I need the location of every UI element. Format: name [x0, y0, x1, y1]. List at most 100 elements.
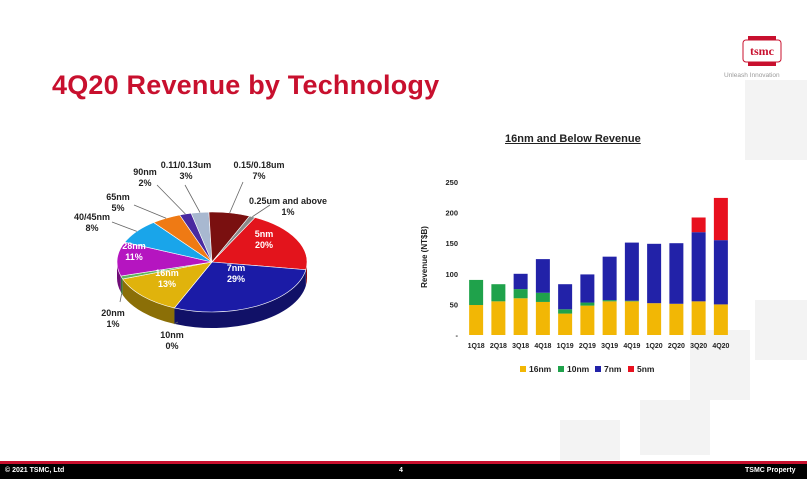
y-tick-label: 150 [445, 239, 458, 248]
background-tile [755, 300, 807, 360]
pie-slice-percent: 13% [158, 279, 176, 289]
pie-slice [173, 261, 307, 313]
pie-slice-label: 10nm [160, 330, 184, 340]
pie-leader-line [111, 221, 138, 232]
pie-slice-side [305, 262, 307, 286]
bar-segment-7nm [669, 243, 684, 304]
pie-slice-percent: 0% [165, 341, 178, 351]
pie-slice [211, 217, 308, 271]
pie-slice [122, 261, 213, 309]
pie-slice-percent: 8% [85, 223, 98, 233]
bar-segment-7nm [624, 242, 639, 301]
pie-slice-label: 0.25um and above [249, 196, 327, 206]
y-tick-label: - [456, 331, 459, 340]
legend-swatch [628, 366, 634, 372]
pie-slice-side [174, 269, 306, 329]
bar-segment-7nm [558, 284, 573, 310]
x-tick-label: 3Q20 [690, 343, 707, 350]
bar-segment-16nm [558, 313, 573, 335]
bar-segment-10nm [535, 292, 550, 302]
page-number: 4 [399, 467, 403, 474]
pie-slice-percent: 3% [179, 171, 192, 181]
pie-leader-line [229, 181, 244, 214]
x-tick-label: 1Q20 [646, 343, 663, 350]
bar-segment-16nm [469, 305, 484, 335]
pie-slice-label: 0.15/0.18um [233, 160, 284, 170]
bar-segment-10nm [469, 279, 484, 306]
legend-label: 7nm [604, 364, 622, 374]
bar-segment-16nm [535, 301, 550, 335]
pie-slice-label: 90nm [133, 167, 157, 177]
background-tile [690, 330, 750, 400]
x-tick-label: 2Q20 [668, 343, 685, 350]
bar-segment-10nm [513, 289, 528, 299]
tagline: Unleash Innovation [724, 72, 780, 79]
pie-slice-percent: 2% [138, 178, 151, 188]
x-tick-label: 4Q19 [623, 343, 640, 350]
bar-segment-10nm [558, 309, 573, 314]
tsmc-logo: tsmc [742, 36, 782, 66]
bar-segment-7nm [535, 259, 550, 293]
pie-leader-line [119, 293, 123, 303]
footer: © 2021 TSMC, Ltd 4 TSMC Property [0, 464, 807, 479]
legend-swatch [558, 366, 564, 372]
bar-segment-7nm [513, 273, 528, 290]
pie-slice-label: 0.11/0.13um [161, 160, 212, 170]
x-tick-label: 3Q18 [512, 343, 529, 350]
x-tick-label: 4Q18 [534, 343, 551, 350]
bar-segment-10nm [491, 284, 506, 302]
bar-chart-title: 16nm and Below Revenue [505, 133, 641, 145]
bar-segment-16nm [580, 305, 595, 335]
bar-segment-16nm [669, 303, 684, 335]
slide-title: 4Q20 Revenue by Technology [52, 70, 440, 100]
pie-slice-percent: 5% [111, 203, 124, 213]
bar-segment-16nm [647, 303, 662, 335]
x-tick-label: 2Q18 [490, 343, 507, 350]
x-tick-label: 3Q19 [601, 343, 618, 350]
legend-swatch [595, 366, 601, 372]
pie-slice-percent: 29% [227, 274, 245, 284]
bar-segment-7nm [602, 256, 617, 301]
background-tile [560, 420, 620, 460]
pie-slice-percent: 11% [125, 252, 143, 262]
pie-leader-line [184, 184, 201, 213]
pie-slice [211, 215, 256, 263]
legend-label: 5nm [637, 364, 655, 374]
x-tick-label: 4Q20 [712, 343, 729, 350]
y-tick-label: 50 [450, 300, 458, 309]
legend-label: 16nm [529, 364, 552, 374]
footer-accent [0, 461, 807, 464]
y-axis-label: Revenue (NT$B) [420, 226, 429, 288]
legend-swatch [520, 366, 526, 372]
bar-segment-10nm [580, 302, 595, 306]
pie-leader-line [173, 321, 179, 325]
bar-segment-16nm [602, 301, 617, 335]
pie-leader-line [156, 184, 186, 215]
pie-slice-percent: 1% [106, 319, 119, 329]
x-tick-label: 2Q19 [579, 343, 596, 350]
y-tick-label: 200 [445, 209, 458, 218]
bar-segment-5nm [691, 217, 706, 233]
footer-copyright: © 2021 TSMC, Ltd [5, 467, 65, 474]
bar-segment-7nm [691, 232, 706, 302]
pie-slice-percent: 1% [281, 207, 294, 217]
bar-segment-7nm [713, 240, 728, 305]
bar-segment-16nm [513, 298, 528, 335]
pie-slice [116, 241, 213, 277]
bar-segment-5nm [713, 197, 728, 241]
x-tick-label: 1Q19 [557, 343, 574, 350]
pie-slice-label: 16nm [155, 268, 179, 278]
pie-slice-percent: 7% [252, 171, 265, 181]
x-tick-label: 1Q18 [468, 343, 485, 350]
y-tick-label: 250 [445, 178, 458, 187]
bar-segment-7nm [580, 274, 595, 303]
bar-segment-10nm [624, 300, 639, 302]
pie-leader-line [133, 204, 167, 219]
bar-segment-7nm [647, 243, 662, 304]
background-tile [640, 400, 710, 455]
bar-segment-10nm [602, 300, 617, 302]
pie-leader-line [252, 204, 271, 218]
pie-slice-label: 28nm [122, 241, 146, 251]
bar-segment-16nm [624, 301, 639, 335]
